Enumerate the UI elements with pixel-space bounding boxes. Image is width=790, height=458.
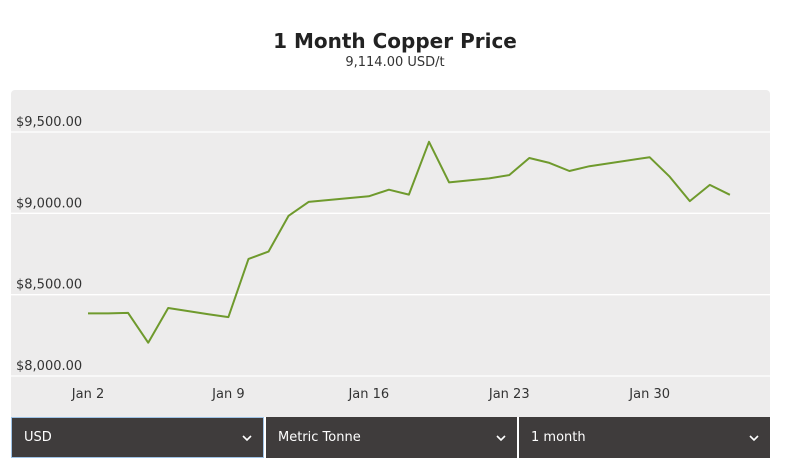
current-price: 9,114.00 USD/t	[345, 55, 445, 70]
period-select[interactable]: 1 month	[519, 417, 770, 458]
y-tick-label: $9,500.00	[16, 115, 82, 130]
chart-title: 1 Month Copper Price	[273, 29, 517, 53]
period-select-value: 1 month	[531, 430, 586, 445]
x-tick-label: Jan 9	[211, 387, 244, 402]
chart-controls: USD Metric Tonne 1 month	[11, 417, 770, 458]
y-tick-label: $8,500.00	[16, 278, 82, 293]
unit-select-value: Metric Tonne	[278, 430, 361, 445]
currency-select-value: USD	[24, 430, 52, 445]
x-tick-label: Jan 30	[628, 387, 670, 402]
line-chart: $8,000.00 $8,500.00 $9,000.00 $9,500.00 Jan …	[11, 115, 770, 402]
chevron-down-icon	[242, 434, 252, 441]
chart-area: $8,000.00 $8,500.00 $9,000.00 $9,500.00 Jan …	[11, 90, 770, 417]
currency-select[interactable]: USD	[11, 417, 264, 458]
y-tick-label: $8,000.00	[16, 359, 82, 374]
price-line	[88, 140, 731, 344]
y-tick-label: $9,000.00	[16, 196, 82, 211]
x-tick-label: Jan 23	[488, 387, 530, 402]
chevron-down-icon	[749, 434, 759, 441]
x-tick-label: Jan 2	[71, 387, 104, 402]
unit-select[interactable]: Metric Tonne	[266, 417, 517, 458]
x-tick-label: Jan 16	[347, 387, 389, 402]
chevron-down-icon	[496, 434, 506, 441]
